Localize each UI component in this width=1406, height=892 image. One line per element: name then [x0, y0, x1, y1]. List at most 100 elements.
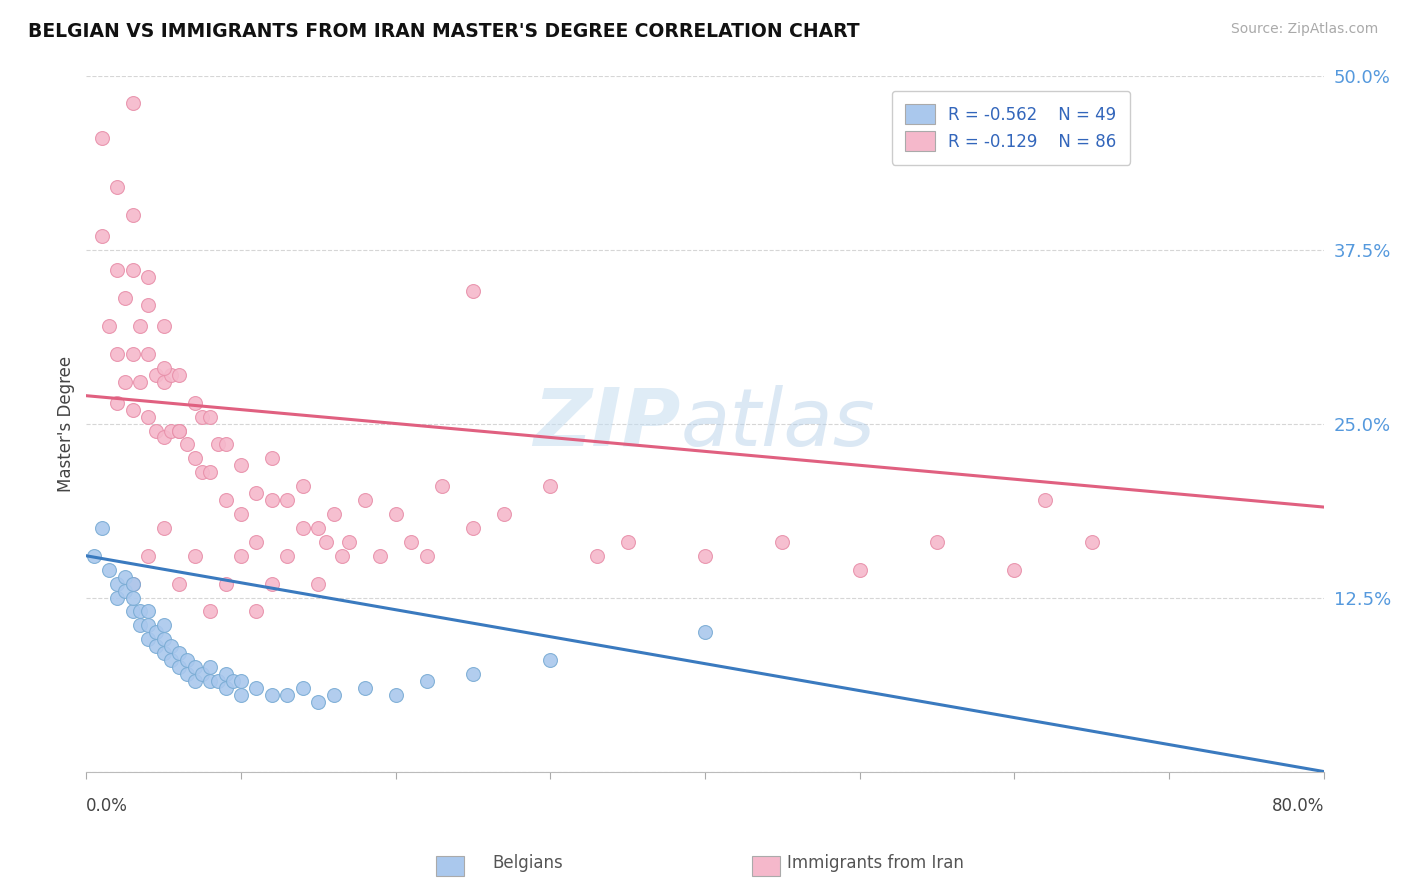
- Point: [353, 493, 375, 508]
- Y-axis label: Master's Degree: Master's Degree: [58, 356, 75, 491]
- Point: [90, 228, 112, 243]
- Point: [693, 625, 716, 640]
- Point: [307, 521, 329, 535]
- Point: [245, 486, 267, 500]
- Point: [152, 360, 174, 375]
- Point: [430, 479, 453, 493]
- Point: [90, 521, 112, 535]
- Point: [129, 319, 152, 334]
- Point: [461, 667, 484, 681]
- Point: [129, 375, 152, 389]
- Point: [1081, 534, 1104, 549]
- Text: atlas: atlas: [681, 384, 875, 463]
- Point: [291, 479, 314, 493]
- Point: [167, 368, 190, 382]
- Point: [191, 409, 214, 424]
- Point: [176, 437, 198, 451]
- Point: [160, 368, 183, 382]
- Point: [276, 549, 298, 563]
- Point: [198, 605, 221, 619]
- Point: [105, 591, 128, 605]
- Point: [145, 625, 167, 640]
- Point: [222, 674, 245, 689]
- Point: [384, 507, 406, 521]
- Point: [129, 618, 152, 632]
- Point: [198, 409, 221, 424]
- Point: [183, 674, 205, 689]
- Point: [260, 688, 283, 702]
- Point: [105, 180, 128, 194]
- Point: [167, 424, 190, 438]
- Point: [183, 549, 205, 563]
- Point: [176, 653, 198, 667]
- Point: [114, 569, 136, 583]
- Point: [136, 618, 159, 632]
- Point: [538, 653, 561, 667]
- Point: [121, 208, 143, 222]
- Point: [167, 576, 190, 591]
- Point: [307, 695, 329, 709]
- Point: [229, 688, 252, 702]
- Point: [98, 563, 121, 577]
- Point: [145, 424, 167, 438]
- Point: [167, 646, 190, 660]
- Point: [121, 402, 143, 417]
- Point: [152, 618, 174, 632]
- Point: [229, 458, 252, 473]
- Point: [214, 437, 236, 451]
- Point: [198, 465, 221, 479]
- Point: [415, 674, 437, 689]
- Text: 0.0%: 0.0%: [86, 797, 128, 814]
- Point: [291, 521, 314, 535]
- Point: [176, 667, 198, 681]
- Point: [461, 285, 484, 299]
- Text: Immigrants from Iran: Immigrants from Iran: [787, 855, 965, 872]
- Point: [198, 660, 221, 674]
- Point: [927, 534, 949, 549]
- Point: [207, 674, 229, 689]
- Point: [229, 549, 252, 563]
- Point: [461, 521, 484, 535]
- Point: [136, 298, 159, 312]
- Point: [214, 493, 236, 508]
- Point: [245, 605, 267, 619]
- Point: [129, 605, 152, 619]
- Point: [214, 667, 236, 681]
- Point: [337, 534, 360, 549]
- Text: BELGIAN VS IMMIGRANTS FROM IRAN MASTER'S DEGREE CORRELATION CHART: BELGIAN VS IMMIGRANTS FROM IRAN MASTER'S…: [28, 22, 859, 41]
- Point: [90, 131, 112, 145]
- Point: [492, 507, 515, 521]
- Point: [260, 493, 283, 508]
- Point: [616, 534, 638, 549]
- Point: [276, 493, 298, 508]
- Point: [1035, 493, 1057, 508]
- Point: [121, 263, 143, 277]
- Text: 80.0%: 80.0%: [1271, 797, 1324, 814]
- Point: [368, 549, 391, 563]
- Point: [160, 424, 183, 438]
- Point: [136, 549, 159, 563]
- Point: [167, 424, 190, 438]
- Point: [693, 549, 716, 563]
- Point: [315, 534, 337, 549]
- Point: [152, 430, 174, 444]
- Point: [322, 507, 344, 521]
- Point: [152, 319, 174, 334]
- Point: [214, 576, 236, 591]
- Point: [167, 660, 190, 674]
- Point: [276, 688, 298, 702]
- Point: [183, 395, 205, 409]
- Text: Belgians: Belgians: [492, 855, 562, 872]
- Point: [160, 653, 183, 667]
- Point: [849, 563, 872, 577]
- Point: [307, 576, 329, 591]
- Point: [145, 640, 167, 654]
- Point: [322, 688, 344, 702]
- Point: [183, 451, 205, 466]
- Point: [121, 347, 143, 361]
- Point: [1004, 563, 1026, 577]
- Point: [121, 591, 143, 605]
- Text: Source: ZipAtlas.com: Source: ZipAtlas.com: [1230, 22, 1378, 37]
- Point: [330, 549, 353, 563]
- Point: [260, 576, 283, 591]
